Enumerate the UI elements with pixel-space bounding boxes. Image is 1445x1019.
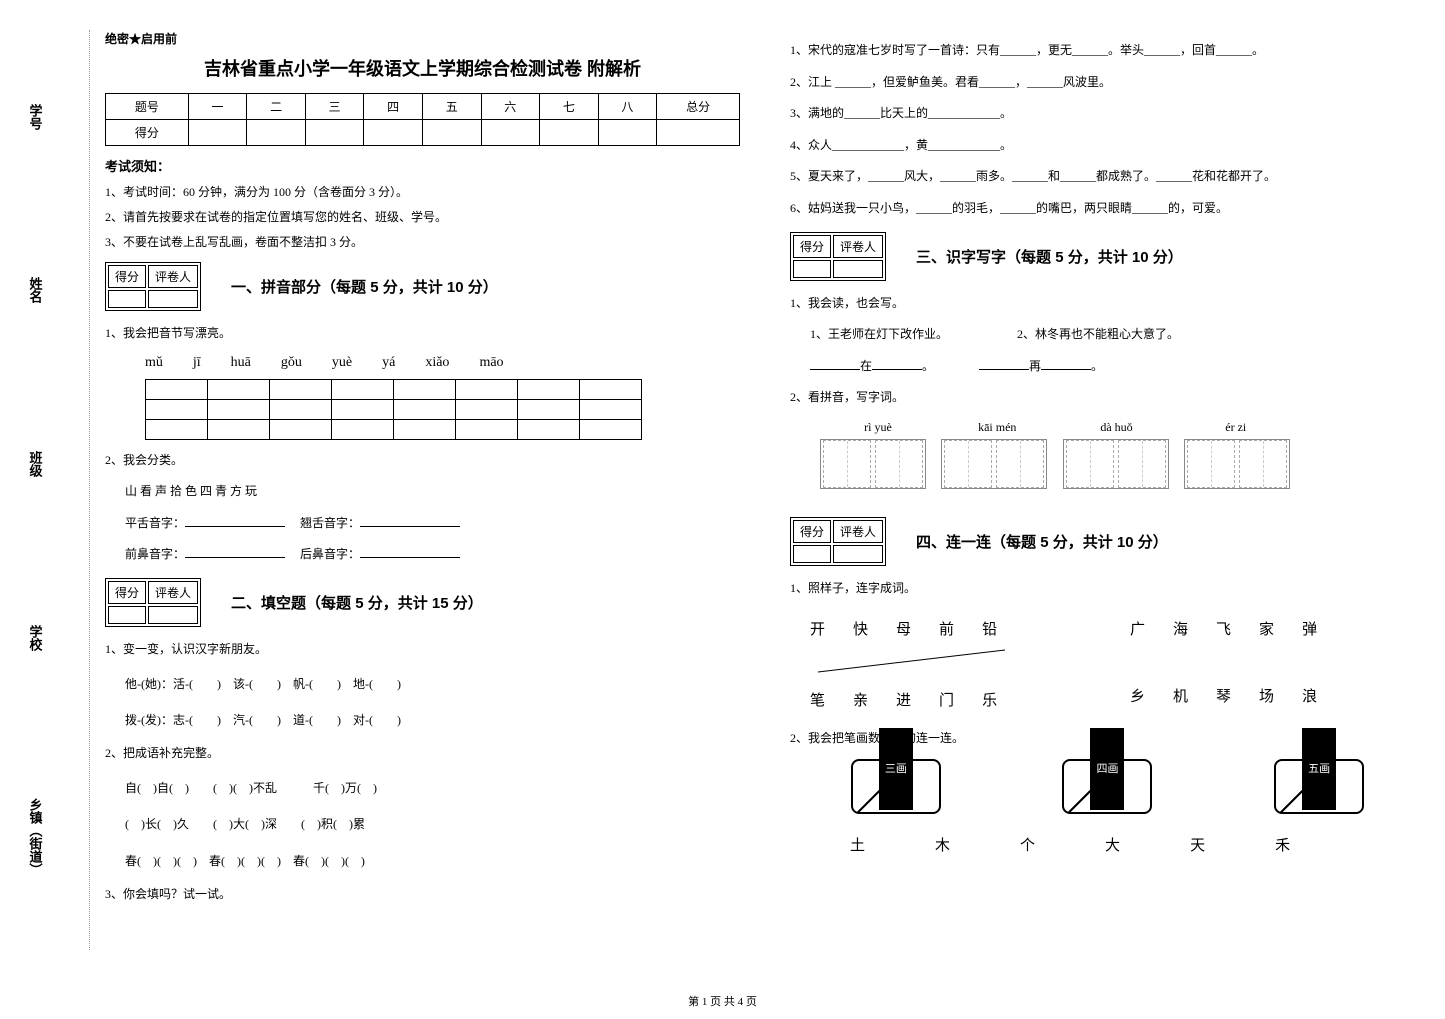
stroke-box-5: 五画: [1274, 759, 1364, 814]
s1-q2: 2、我会分类。: [105, 450, 740, 472]
s2b-l1: 1、宋代的寇准七岁时写了一首诗：只有______，更无______。举头____…: [790, 40, 1425, 62]
pinyin-row: mǔ jī huā gǒu yuè yá xiǎo māo: [145, 355, 740, 371]
tianzige-row: rì yuè kāi mén dà huǒ ér zi: [820, 419, 1425, 435]
section-4-header: 得分评卷人 四、连一连（每题 5 分，共计 10 分）: [790, 517, 1425, 566]
pinyin-grid: [145, 379, 642, 440]
section-3-title: 三、识字写字（每题 5 分，共计 10 分）: [916, 246, 1183, 267]
s2b-l2: 2、江上 ______，但爱鲈鱼美。君看______，______风波里。: [790, 72, 1425, 94]
s1-q2-line1: 平舌音字： 翘舌音字：: [125, 513, 740, 535]
score-table: 题号 一 二 三 四 五 六 七 八 总分 得分: [105, 93, 740, 146]
s2b-l5: 5、夏天来了，______风大，______雨多。______和______都成…: [790, 166, 1425, 188]
confidential-label: 绝密★启用前: [105, 30, 740, 47]
left-column: 绝密★启用前 吉林省重点小学一年级语文上学期综合检测试卷 附解析 题号 一 二 …: [105, 30, 740, 970]
s3-q2: 2、看拼音，写字词。: [790, 387, 1425, 409]
section-1-header: 得分评卷人 一、拼音部分（每题 5 分，共计 10 分）: [105, 262, 740, 311]
s2-q2-l2: ( )长( )久 ( )大( )深 ( )积( )累: [125, 811, 740, 837]
s3-q1-subs: 1、王老师在灯下改作业。 2、林冬再也不能粗心大意了。: [810, 324, 1425, 346]
s2b-l3: 3、满地的______比天上的____________。: [790, 103, 1425, 125]
section-2-header: 得分评卷人 二、填空题（每题 5 分，共计 15 分）: [105, 578, 740, 627]
page-content: 绝密★启用前 吉林省重点小学一年级语文上学期综合检测试卷 附解析 题号 一 二 …: [105, 30, 1425, 970]
score-box: 得分评卷人: [105, 262, 201, 311]
s2-q2: 2、把成语补充完整。: [105, 743, 740, 765]
s2-q1-l1: 他-(她)：活-( ) 该-( ) 帆-( ) 地-( ): [125, 671, 740, 697]
connect-line-icon: [810, 647, 1050, 677]
page-footer: 第 1 页 共 4 页: [688, 993, 757, 1009]
instruction-2: 2、请首先按要求在试卷的指定位置填写您的姓名、班级、学号。: [105, 208, 740, 225]
section-1-title: 一、拼音部分（每题 5 分，共计 10 分）: [231, 276, 498, 297]
s2-q2-l3: 春( )( )( ) 春( )( )( ) 春( )( )( ): [125, 848, 740, 874]
s1-q2-line2: 前鼻音字： 后鼻音字：: [125, 544, 740, 566]
exam-title: 吉林省重点小学一年级语文上学期综合检测试卷 附解析: [105, 55, 740, 81]
s1-q1: 1、我会把音节写漂亮。: [105, 323, 740, 345]
stroke-chars: 土 木 个 大 天 禾: [850, 834, 1425, 855]
score-box: 得分评卷人: [105, 578, 201, 627]
instruction-1: 1、考试时间：60 分钟，满分为 100 分（含卷面分 3 分）。: [105, 183, 740, 200]
s3-q1: 1、我会读，也会写。: [790, 293, 1425, 315]
s2-q1-l2: 拨-(发)：志-( ) 汽-( ) 道-( ) 对-( ): [125, 707, 740, 733]
s2b-l6: 6、姑妈送我一只小鸟，______的羽毛，______的嘴巴，两只眼睛_____…: [790, 198, 1425, 220]
s2-q2-l1: 自( )自( ) ( )( )不乱 千( )万( ): [125, 775, 740, 801]
connect-groups: 开 快 母 前 铅 笔 亲 进 门 乐 广: [790, 610, 1425, 718]
section-3-header: 得分评卷人 三、识字写字（每题 5 分，共计 10 分）: [790, 232, 1425, 281]
right-column: 1、宋代的寇准七岁时写了一首诗：只有______，更无______。举头____…: [790, 30, 1425, 970]
section-2-title: 二、填空题（每题 5 分，共计 15 分）: [231, 592, 483, 613]
stroke-boxes: 三画 四画 五画: [790, 759, 1425, 814]
score-box: 得分评卷人: [790, 232, 886, 281]
s2b-l4: 4、众人____________，黄____________。: [790, 135, 1425, 157]
stroke-box-3: 三画: [851, 759, 941, 814]
s3-q1-fills: 在。 再。: [810, 356, 1425, 378]
section-4-title: 四、连一连（每题 5 分，共计 10 分）: [916, 531, 1168, 552]
s2-q3: 3、你会填吗？试一试。: [105, 884, 740, 906]
binding-edge: [50, 30, 90, 950]
s4-q1: 1、照样子，连字成词。: [790, 578, 1425, 600]
instructions-title: 考试须知：: [105, 156, 740, 175]
s1-q2-chars: 山 看 声 拾 色 四 青 方 玩: [125, 481, 740, 503]
stroke-box-4: 四画: [1062, 759, 1152, 814]
binding-labels: 学号 姓名 班级 学校 乡镇（街道）: [25, 30, 45, 950]
instruction-3: 3、不要在试卷上乱写乱画，卷面不整洁扣 3 分。: [105, 233, 740, 250]
s2-q1: 1、变一变，认识汉字新朋友。: [105, 639, 740, 661]
tianzige-boxes: [820, 439, 1425, 492]
score-box: 得分评卷人: [790, 517, 886, 566]
